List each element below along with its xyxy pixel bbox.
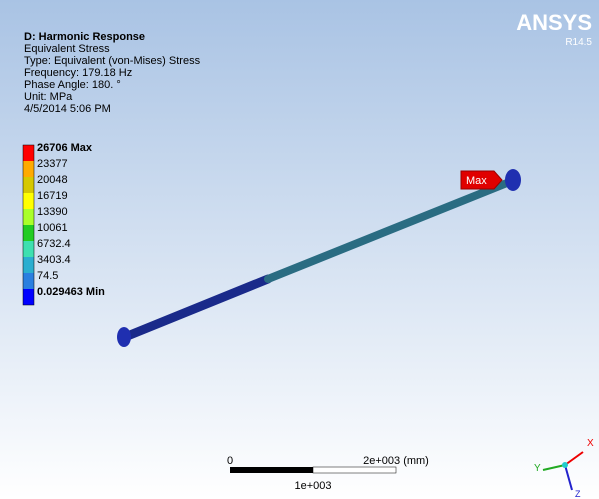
legend-label: 13390 <box>37 206 68 218</box>
legend-label: 0.029463 Min <box>37 286 105 298</box>
probe-label: Max <box>466 175 487 187</box>
legend-label: 20048 <box>37 174 68 186</box>
legend-label: 6732.4 <box>37 238 71 250</box>
logo-version: R14.5 <box>565 37 592 48</box>
legend-swatch <box>23 273 34 289</box>
header-line: Type: Equivalent (von-Mises) Stress <box>24 55 201 67</box>
triad-origin <box>562 462 568 468</box>
scale-white <box>313 467 396 473</box>
scale-start: 0 <box>227 455 233 467</box>
header-line: Equivalent Stress <box>24 43 110 55</box>
legend-label: 74.5 <box>37 270 58 282</box>
header-line: Unit: MPa <box>24 91 73 103</box>
scale-end: 2e+003 (mm) <box>363 455 429 467</box>
header-line: Frequency: 179.18 Hz <box>24 67 132 79</box>
rod-end <box>117 327 131 347</box>
legend-label: 23377 <box>37 158 68 170</box>
legend-swatch <box>23 289 34 305</box>
triad-y: Y <box>534 463 541 474</box>
viewport: D: Harmonic ResponseEquivalent StressTyp… <box>0 0 599 499</box>
legend-label: 3403.4 <box>37 254 71 266</box>
legend-swatch <box>23 177 34 193</box>
legend-label: 16719 <box>37 190 68 202</box>
triad-z: Z <box>575 489 581 499</box>
legend-label: 26706 Max <box>37 142 93 154</box>
legend-label: 10061 <box>37 222 68 234</box>
legend-swatch <box>23 145 34 161</box>
legend-swatch <box>23 193 34 209</box>
header-title: D: Harmonic Response <box>24 31 145 43</box>
legend-swatch <box>23 209 34 225</box>
legend-swatch <box>23 257 34 273</box>
legend-swatch <box>23 161 34 177</box>
legend-swatch <box>23 225 34 241</box>
header-line: 4/5/2014 5:06 PM <box>24 103 111 115</box>
triad-x: X <box>587 438 594 449</box>
logo: ANSYS <box>516 10 592 35</box>
rod-end <box>505 169 521 191</box>
scale-black <box>230 467 313 473</box>
legend-swatch <box>23 241 34 257</box>
scale-middle: 1e+003 <box>294 480 331 492</box>
header-line: Phase Angle: 180. ° <box>24 79 121 91</box>
